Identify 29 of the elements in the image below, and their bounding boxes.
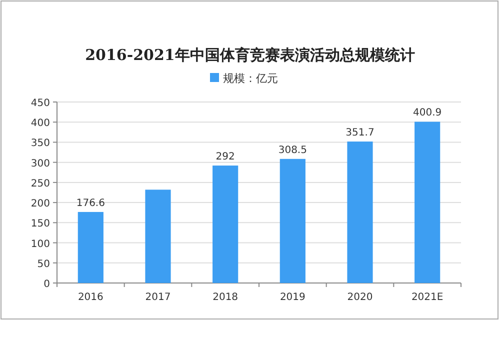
bar [347,142,373,283]
y-tick-label: 300 [30,158,50,170]
x-tick-label: 2018 [212,292,238,303]
data-label: 308.5 [278,144,307,156]
x-tick-label: 2016 [78,292,104,303]
bar [212,166,238,283]
data-label: 351.7 [346,128,374,139]
y-tick-label: 100 [30,238,50,250]
y-tick-label: 150 [30,218,50,230]
x-tick-label: 2017 [145,292,171,303]
legend-label: 规模：亿元 [223,72,278,85]
chart-title: 2016-2021年中国体育竞赛表演活动总规模统计 [85,46,415,64]
bar [78,212,104,283]
y-tick-label: 0 [44,279,50,290]
x-tick-label: 2020 [347,292,373,303]
y-tick-label: 250 [30,178,50,190]
x-tick-label: 2019 [280,292,306,303]
data-label: 176.6 [76,198,105,209]
bar [414,122,440,283]
data-label: 292 [216,152,235,163]
x-tick-label: 2021E [411,292,444,303]
bar [145,190,171,283]
data-label: 400.9 [413,108,442,119]
y-tick-label: 200 [30,198,50,210]
bar [280,158,306,283]
y-tick-label: 350 [30,138,50,150]
y-tick-label: 450 [30,98,50,109]
y-tick-label: 50 [37,258,50,270]
y-tick-label: 400 [30,118,50,130]
